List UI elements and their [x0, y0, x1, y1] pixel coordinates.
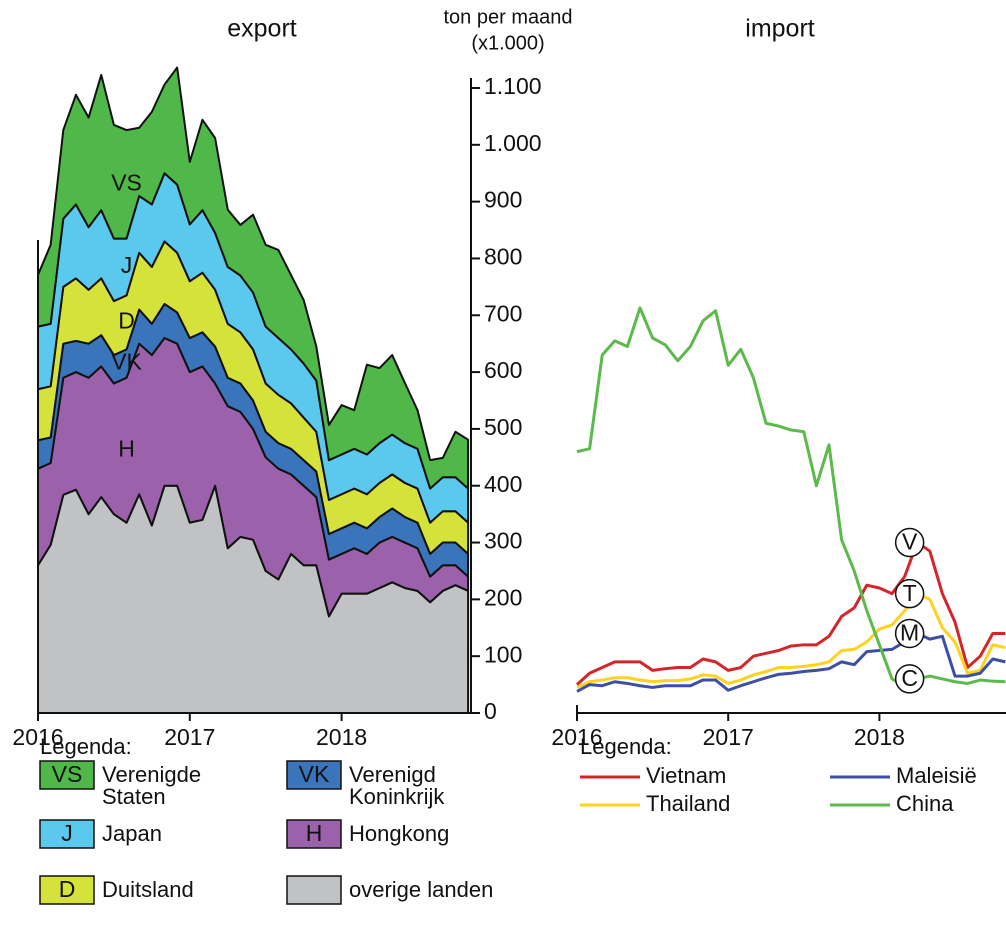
legend-swatch — [39, 875, 95, 905]
label-circle — [894, 527, 925, 558]
legend-swatch — [39, 819, 95, 849]
line — [576, 306, 1006, 688]
legend-swatch-label: D — [59, 876, 76, 902]
legend-label: Verenigde Staten — [102, 762, 202, 809]
y-tick-label: 800 — [484, 244, 522, 270]
x-tick-label: 2016 — [12, 724, 63, 750]
area — [37, 66, 470, 490]
series-label: T — [903, 580, 917, 606]
line — [576, 592, 1006, 689]
legend-swatch-label: VS — [52, 761, 83, 787]
y-tick-label: 700 — [484, 300, 522, 326]
legend-label: Hongkong — [349, 821, 450, 846]
area-label: VS — [111, 169, 142, 195]
chart-title: export — [227, 15, 297, 43]
y-tick-label: 1.100 — [484, 73, 542, 99]
label-circle — [894, 664, 925, 694]
y-tick-label: 300 — [484, 528, 522, 554]
y-tick-label: 900 — [484, 187, 522, 213]
series-label: V — [902, 529, 918, 555]
legend-swatch — [286, 819, 342, 849]
legend-title: Legenda: — [580, 734, 672, 759]
y-axis-label: ton per maand — [444, 6, 573, 28]
y-tick-label: 200 — [484, 584, 522, 610]
chart-title: import — [745, 15, 815, 43]
x-tick-label: 2017 — [164, 724, 215, 750]
y-tick-label: 100 — [484, 641, 522, 667]
legend-swatch — [286, 875, 342, 905]
legend-label: Japan — [102, 821, 162, 846]
x-tick-label: 2018 — [854, 724, 905, 750]
legend-label: Vietnam — [646, 763, 727, 788]
area-label: H — [118, 435, 135, 461]
label-circle — [894, 618, 925, 649]
y-tick-label: 1.000 — [484, 130, 542, 156]
area-label: D — [118, 307, 135, 333]
legend-swatch-label: VK — [299, 761, 330, 787]
series-label: M — [900, 620, 919, 646]
x-tick-label: 2017 — [703, 724, 754, 750]
legend-label: Verenigd Koninkrijk — [349, 762, 445, 809]
legend-title: Legenda: — [40, 734, 132, 759]
label-circle — [894, 578, 925, 609]
legend-swatch — [286, 760, 342, 790]
area-label: J — [121, 252, 133, 278]
x-tick-label: 2016 — [551, 724, 602, 750]
y-axis-label: (x1.000) — [471, 32, 544, 54]
legend-label: Maleisië — [896, 763, 977, 788]
legend-label: Thailand — [646, 791, 731, 816]
series-label: C — [901, 665, 918, 691]
y-tick-label: 600 — [484, 357, 522, 383]
line — [575, 541, 1006, 686]
legend-label: China — [896, 791, 954, 816]
y-tick-label: 500 — [484, 414, 522, 440]
legend-swatch-label: J — [61, 820, 73, 846]
legend-label: Duitsland — [102, 877, 194, 902]
legend-swatch-label: H — [306, 820, 323, 846]
legend-label: overige landen — [349, 877, 494, 902]
y-tick-label: 0 — [484, 698, 497, 724]
y-tick-label: 400 — [484, 471, 522, 497]
area-label: VK — [111, 349, 142, 375]
line — [576, 631, 1006, 693]
x-tick-label: 2018 — [316, 724, 367, 750]
legend-swatch — [39, 760, 95, 790]
